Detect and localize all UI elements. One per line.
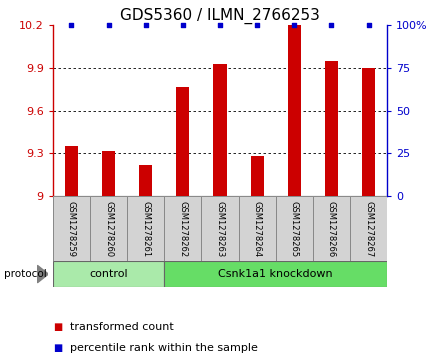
- Text: GSM1278262: GSM1278262: [178, 201, 187, 257]
- Bar: [102, 151, 115, 196]
- Point: [216, 23, 224, 28]
- Bar: [288, 25, 301, 196]
- Bar: [176, 86, 189, 196]
- Text: GSM1278264: GSM1278264: [253, 201, 262, 257]
- Bar: [164, 261, 387, 287]
- Text: GSM1278266: GSM1278266: [327, 201, 336, 257]
- Text: control: control: [89, 269, 128, 279]
- Text: GSM1278263: GSM1278263: [216, 201, 224, 257]
- Point: [105, 23, 112, 28]
- Point: [253, 23, 260, 28]
- Bar: [325, 61, 338, 196]
- Text: ■: ■: [53, 322, 62, 332]
- Point: [365, 23, 372, 28]
- Bar: [251, 156, 264, 196]
- Bar: [90, 196, 127, 261]
- Point: [291, 23, 298, 28]
- Title: GDS5360 / ILMN_2766253: GDS5360 / ILMN_2766253: [120, 8, 320, 24]
- Text: transformed count: transformed count: [70, 322, 174, 332]
- Bar: [313, 196, 350, 261]
- Text: Csnk1a1 knockdown: Csnk1a1 knockdown: [218, 269, 333, 279]
- Bar: [65, 146, 78, 196]
- Point: [180, 23, 187, 28]
- Text: percentile rank within the sample: percentile rank within the sample: [70, 343, 258, 354]
- Text: protocol: protocol: [4, 269, 47, 279]
- Polygon shape: [37, 265, 48, 283]
- Point: [68, 23, 75, 28]
- Bar: [213, 64, 227, 196]
- Bar: [202, 196, 238, 261]
- Text: ■: ■: [53, 343, 62, 354]
- Bar: [362, 68, 375, 196]
- Point: [328, 23, 335, 28]
- Bar: [53, 196, 90, 261]
- Bar: [127, 196, 164, 261]
- Text: GSM1278267: GSM1278267: [364, 201, 373, 257]
- Text: GSM1278261: GSM1278261: [141, 201, 150, 257]
- Bar: [139, 165, 152, 196]
- Bar: [276, 196, 313, 261]
- Bar: [53, 261, 164, 287]
- Bar: [350, 196, 387, 261]
- Bar: [238, 196, 276, 261]
- Text: GSM1278259: GSM1278259: [67, 201, 76, 257]
- Point: [142, 23, 149, 28]
- Text: GSM1278265: GSM1278265: [290, 201, 299, 257]
- Bar: [164, 196, 202, 261]
- Text: GSM1278260: GSM1278260: [104, 201, 113, 257]
